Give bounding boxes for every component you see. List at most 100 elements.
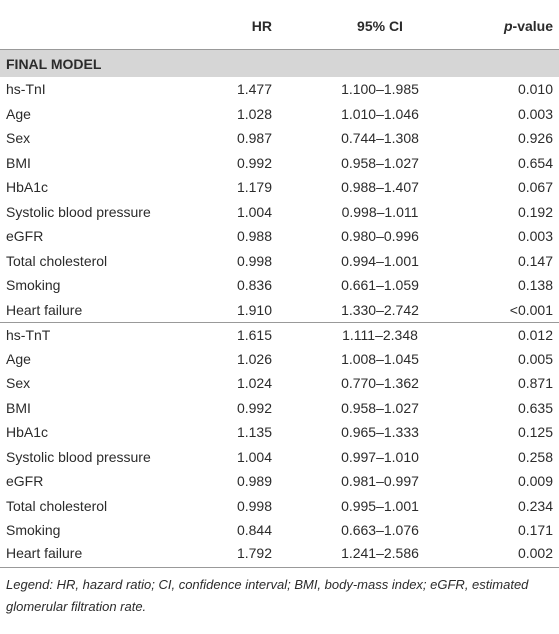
table-cell: Age [6, 105, 31, 122]
table-row: Smoking 0.844 0.663–1.076 0.171 [0, 518, 559, 543]
table-cell: <0.001 [509, 301, 553, 318]
table-row: Sex 0.987 0.744–1.308 0.926 [0, 126, 559, 151]
table-row: hs-TnI 1.477 1.100–1.985 0.010 [0, 77, 559, 102]
table-cell: 0.992 [236, 154, 272, 171]
table-row: BMI 0.992 0.958–1.027 0.635 [0, 396, 559, 421]
table-cell: 1.792 [190, 542, 275, 568]
table-cell: Systolic blood pressure [6, 448, 151, 465]
table-cell: 0.192 [517, 203, 553, 220]
table-row: Heart failure 1.792 1.241–2.586 0.002 [0, 542, 559, 568]
table-row: Systolic blood pressure 1.004 0.998–1.011 0… [0, 200, 559, 225]
table-cell: Systolic blood pressure [6, 203, 151, 220]
table-row: Sex 1.024 0.770–1.362 0.871 [0, 371, 559, 396]
table-cell: 1.241–2.586 [275, 542, 460, 568]
table-cell: Smoking [6, 277, 61, 294]
row-group: hs-TnT 1.615 1.111–2.348 0.012 Age 1.026 1.008… [0, 321, 559, 568]
table-cell: 0.147 [517, 252, 553, 269]
table-cell: 0.995–1.001 [341, 497, 419, 514]
table-cell: 0.067 [517, 179, 553, 196]
row-group: hs-TnI 1.477 1.100–1.985 0.010 Age 1.028 1.010… [0, 77, 559, 322]
header-cell: 95% CI [357, 17, 403, 34]
table-cell: 0.981–0.997 [341, 473, 419, 490]
table-cell: 0.871 [517, 375, 553, 392]
table-cell: 0.171 [517, 522, 553, 539]
table-cell: 0.661–1.059 [341, 277, 419, 294]
table-cell: Smoking [6, 522, 61, 539]
table-cell: 0.770–1.362 [341, 375, 419, 392]
table-cell: 0.003 [517, 228, 553, 245]
table-cell: 0.138 [517, 277, 553, 294]
table-cell: 1.026 [236, 350, 272, 367]
table-cell: 1.135 [236, 424, 272, 441]
table-cell: Total cholesterol [6, 252, 108, 269]
legend: Legend: HR, hazard ratio; CI, confidence… [6, 576, 529, 614]
table-row: BMI 0.992 0.958–1.027 0.654 [0, 151, 559, 176]
table-cell: 0.988–1.407 [341, 179, 419, 196]
table-cell: 0.997–1.010 [341, 448, 419, 465]
table-cell: 0.258 [517, 448, 553, 465]
table-cell: 1.028 [236, 105, 272, 122]
table-row: Age 1.028 1.010–1.046 0.003 [0, 102, 559, 127]
table-cell: 0.958–1.027 [341, 399, 419, 416]
table-cell: 1.024 [236, 375, 272, 392]
table-cell: 0.980–0.996 [341, 228, 419, 245]
table-row: Smoking 0.836 0.661–1.059 0.138 [0, 273, 559, 298]
results-table: HR 95% CI p-value FINAL MODEL hs-TnI 1.47… [0, 0, 559, 568]
table-cell: 0.965–1.333 [341, 424, 419, 441]
table-cell: 0.654 [517, 154, 553, 171]
table-cell: 0.994–1.001 [341, 252, 419, 269]
table-cell: 0.005 [517, 350, 553, 367]
table-row: eGFR 0.988 0.980–0.996 0.003 [0, 224, 559, 249]
table-cell: 0.836 [236, 277, 272, 294]
table-cell: 0.010 [517, 81, 553, 98]
table-cell: Age [6, 350, 31, 367]
table-cell: BMI [6, 399, 31, 416]
table-cell: 0.998–1.011 [341, 203, 419, 220]
table-cell: BMI [6, 154, 31, 171]
table-cell: Heart failure [6, 301, 83, 318]
table-cell: Heart failure [0, 542, 190, 568]
table-cell: 1.008–1.045 [341, 350, 419, 367]
table-cell: Sex [6, 375, 31, 392]
section-row: FINAL MODEL [0, 49, 559, 77]
header-cell: HR [251, 17, 272, 34]
table-cell: 0.958–1.027 [341, 154, 419, 171]
table-row: Heart failure 1.910 1.330–2.742 <0.001 [0, 298, 559, 323]
table-cell: 1.010–1.046 [341, 105, 419, 122]
table-cell: 1.111–2.348 [275, 321, 460, 347]
table-cell: 0.003 [517, 105, 553, 122]
table-cell: 0.998 [236, 252, 272, 269]
table-cell: 0.926 [517, 130, 553, 147]
header-row: HR 95% CI p-value [0, 0, 559, 50]
table-cell: 1.910 [236, 301, 272, 318]
table-row: HbA1c 1.135 0.965–1.333 0.125 [0, 420, 559, 445]
table-row: eGFR 0.989 0.981–0.997 0.009 [0, 469, 559, 494]
table-cell: 1.477 [236, 81, 272, 98]
table-cell: 0.635 [517, 399, 553, 416]
table-cell: 0.992 [236, 399, 272, 416]
section-title: FINAL MODEL [0, 49, 559, 77]
table-cell: 0.744–1.308 [341, 130, 419, 147]
table-cell: 0.844 [236, 522, 272, 539]
header-cell: p-value [460, 0, 559, 50]
table-row: Systolic blood pressure 1.004 0.997–1.010 0… [0, 445, 559, 470]
table-cell: eGFR [6, 228, 44, 245]
table-cell: 1.330–2.742 [341, 301, 419, 318]
table-cell: 0.012 [460, 321, 559, 347]
table-row: hs-TnT 1.615 1.111–2.348 0.012 [0, 321, 559, 347]
table-cell: hs-TnT [0, 321, 190, 347]
table-cell: 1.179 [236, 179, 272, 196]
table-cell: Total cholesterol [6, 497, 108, 514]
table-cell: 0.009 [517, 473, 553, 490]
table-cell: 0.989 [236, 473, 272, 490]
table-row: HbA1c 1.179 0.988–1.407 0.067 [0, 175, 559, 200]
table-cell: 1.004 [236, 203, 272, 220]
table-cell: 0.234 [517, 497, 553, 514]
table-row: Total cholesterol 0.998 0.995–1.001 0.234 [0, 494, 559, 519]
table-cell: 1.615 [190, 321, 275, 347]
table-cell: 0.125 [517, 424, 553, 441]
header-italic: p [503, 17, 513, 34]
table-row: Age 1.026 1.008–1.045 0.005 [0, 347, 559, 372]
table-cell: eGFR [6, 473, 44, 490]
